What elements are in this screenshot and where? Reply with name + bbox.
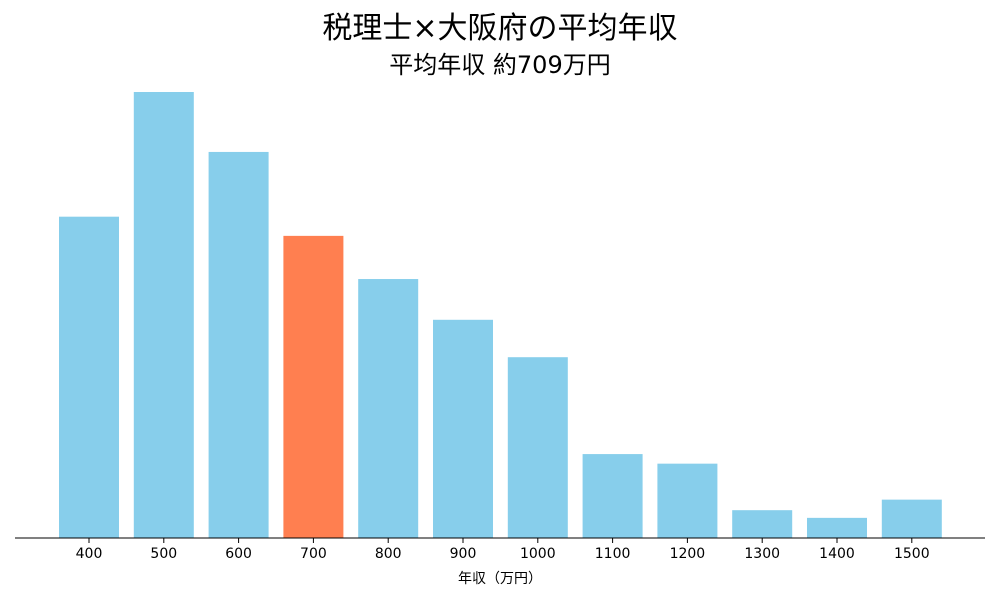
bar-600 xyxy=(208,151,269,539)
x-ticks-group: 400 500 600 700 800 900 1000 1100 1200 1300 1400 15… xyxy=(76,538,930,562)
x-tick-label: 1000 xyxy=(520,546,556,562)
bar-1300 xyxy=(732,510,793,538)
x-tick-label: 900 xyxy=(450,546,477,562)
bar-1200 xyxy=(657,463,718,538)
x-tick-label: 1200 xyxy=(670,546,706,562)
x-tick-label: 400 xyxy=(76,546,103,562)
chart-title: 税理士×大阪府の平均年収 xyxy=(322,11,677,46)
bar-1400 xyxy=(807,517,867,538)
bar-700 xyxy=(283,235,344,538)
x-tick-label: 1500 xyxy=(894,546,930,562)
x-tick-label: 1400 xyxy=(819,546,855,562)
x-tick-label: 600 xyxy=(225,546,252,562)
bar-1100 xyxy=(582,454,643,538)
x-axis-label: 年収（万円） xyxy=(458,571,542,587)
bar-1500 xyxy=(881,499,942,538)
x-tick-label: 1300 xyxy=(744,546,780,562)
bar-400 xyxy=(59,216,119,538)
x-tick-label: 1100 xyxy=(595,546,631,562)
bar-900 xyxy=(433,319,493,538)
bar-1000 xyxy=(507,357,568,538)
bar-800 xyxy=(358,279,419,538)
bars-group xyxy=(59,92,942,539)
x-tick-label: 800 xyxy=(375,546,402,562)
bar-500 xyxy=(133,92,194,538)
x-tick-label: 700 xyxy=(300,546,327,562)
chart-subtitle: 平均年収 約709万円 xyxy=(389,51,610,79)
x-tick-label: 500 xyxy=(150,546,177,562)
